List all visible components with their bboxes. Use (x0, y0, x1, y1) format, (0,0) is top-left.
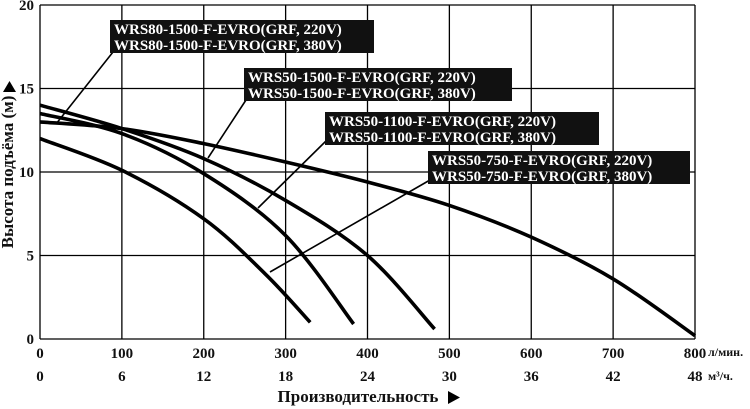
x-tick-label-secondary: 30 (442, 369, 457, 385)
x-axis-title: Производительность (278, 387, 439, 406)
series-label-text: WRS80-1500-F-EVRO(GRF, 220V) (114, 22, 342, 38)
leader-lines (55, 51, 431, 273)
x-tick-label-primary: 800 (684, 346, 707, 362)
series-label-box (428, 151, 690, 184)
x-axis-arrow-icon (448, 391, 460, 404)
series-curve-1 (39, 120, 697, 338)
y-tick-label: 10 (19, 165, 34, 181)
x-tick-label-primary: 600 (520, 346, 543, 362)
series-labels: WRS80-1500-F-EVRO(GRF, 220V)WRS80-1500-F… (110, 20, 690, 185)
y-tick-label: 0 (27, 332, 35, 348)
series-curve-4 (39, 136, 312, 324)
x-tick-label-primary: 100 (111, 346, 134, 362)
x-tick-label-primary: 300 (274, 346, 297, 362)
y-tick-label: 20 (19, 0, 34, 14)
x-tick-label-primary: 500 (438, 346, 461, 362)
x-tick-label-secondary: 24 (360, 369, 376, 385)
series-label-text: WRS50-1500-F-EVRO(GRF, 380V) (248, 86, 476, 102)
series-label-text: WRS50-1500-F-EVRO(GRF, 220V) (248, 70, 476, 86)
series-label-box (244, 68, 512, 101)
series-label-box (110, 20, 374, 53)
curves (39, 103, 697, 338)
y-axis-arrow-icon (3, 81, 16, 92)
x-unit-primary: л/мин. (708, 345, 743, 359)
series-curve-2 (39, 103, 436, 331)
x-tick-label-secondary: 0 (36, 369, 44, 385)
series-label-text: WRS50-750-F-EVRO(GRF, 380V) (432, 169, 652, 185)
x-tick-label-secondary: 6 (118, 369, 126, 385)
x-tick-label-secondary: 36 (524, 369, 540, 385)
leader-line (55, 51, 114, 125)
y-tick-label: 15 (19, 82, 34, 98)
y-axis-title: Высота подъёма (м) (0, 96, 17, 249)
x-tick-label-primary: 0 (36, 346, 44, 362)
x-tick-label-secondary: 12 (196, 369, 211, 385)
leader-line (207, 99, 247, 159)
leader-line (269, 179, 431, 273)
series-label-box (325, 112, 599, 145)
series-label-text: WRS80-1500-F-EVRO(GRF, 380V) (114, 38, 342, 54)
series-curve-3 (39, 111, 356, 326)
y-tick-label: 5 (27, 249, 35, 265)
series-label-text: WRS50-1100-F-EVRO(GRF, 380V) (329, 130, 556, 146)
x-tick-label-secondary: 42 (606, 369, 621, 385)
series-label-text: WRS50-750-F-EVRO(GRF, 220V) (432, 153, 652, 169)
x-tick-label-secondary: 18 (278, 369, 293, 385)
series-label-text: WRS50-1100-F-EVRO(GRF, 220V) (329, 114, 556, 130)
x-tick-label-primary: 200 (193, 346, 216, 362)
x-tick-label-primary: 700 (602, 346, 625, 362)
x-tick-label-secondary: 48 (688, 369, 703, 385)
x-unit-secondary: м³/ч. (708, 369, 733, 383)
leader-line (257, 139, 328, 209)
x-tick-label-primary: 400 (356, 346, 379, 362)
